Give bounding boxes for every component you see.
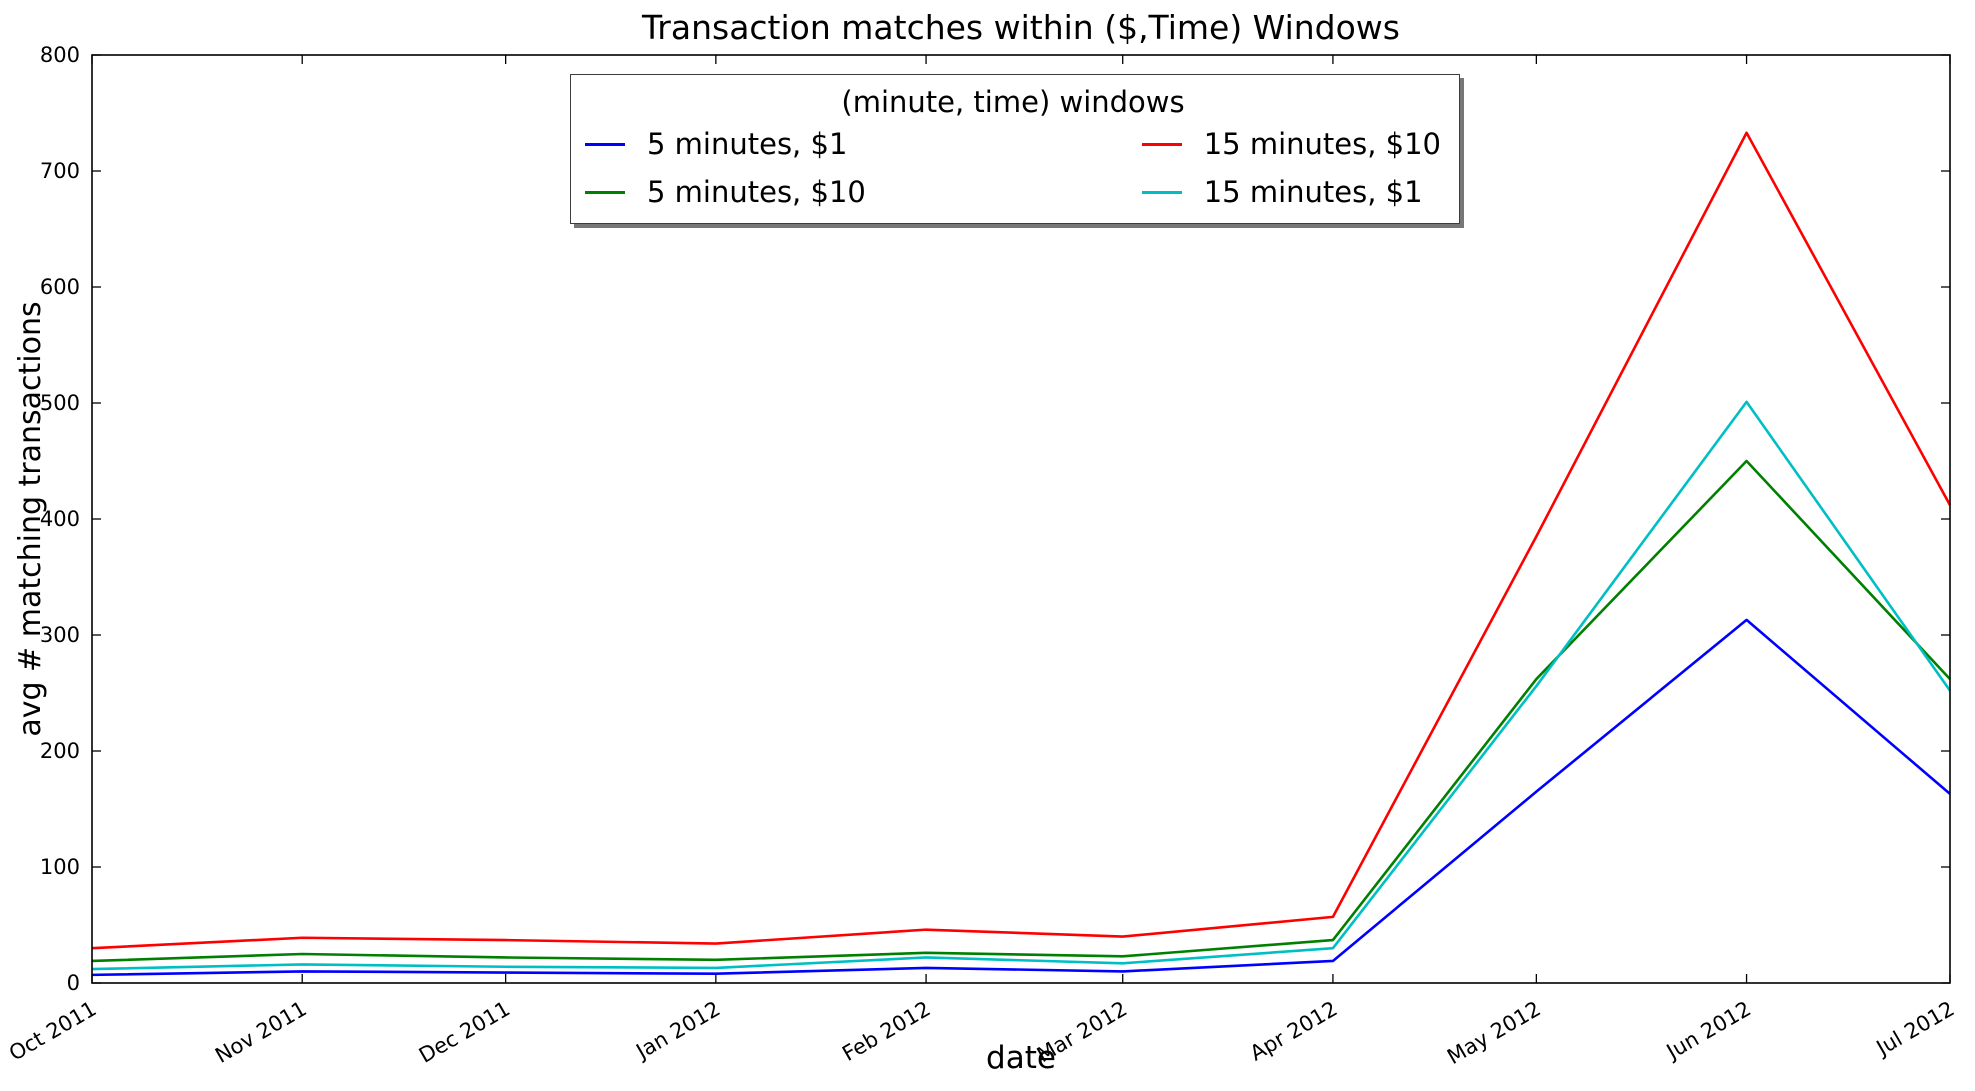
- y-tick-label: 0: [67, 971, 80, 995]
- legend-line-swatch: [1141, 190, 1182, 194]
- legend-line-swatch: [1141, 142, 1182, 146]
- legend-line-swatch: [585, 190, 625, 194]
- series-line-3: [91, 400, 1952, 971]
- legend-line-swatch: [585, 142, 625, 146]
- y-tick-label: 800: [40, 43, 80, 67]
- y-tick-label: 400: [40, 507, 80, 531]
- y-tick-label: 700: [40, 159, 80, 183]
- legend-item-label: 5 minutes, $10: [647, 175, 866, 209]
- legend-box: (minute, time) windows 5 minutes, $1 5 m…: [570, 74, 1460, 224]
- y-tick-label: 200: [40, 739, 80, 763]
- x-tick-label: Oct 2011: [5, 997, 101, 1066]
- legend-item: 15 minutes, $10: [1141, 127, 1441, 161]
- legend-title: (minute, time) windows: [841, 85, 1185, 119]
- legend-item: 5 minutes, $10: [585, 175, 866, 209]
- series-line-1: [91, 459, 1951, 963]
- legend-item: 15 minutes, $1: [1141, 175, 1441, 209]
- series-line-0: [91, 618, 1951, 977]
- x-axis-label: date: [986, 1040, 1056, 1076]
- legend-item-label: 15 minutes, $10: [1203, 127, 1441, 161]
- series-line-2: [91, 131, 1952, 950]
- legend-item-label: 15 minutes, $1: [1203, 175, 1423, 209]
- legend-item: 5 minutes, $1: [585, 127, 866, 161]
- chart-title: Transaction matches within ($,Time) Wind…: [641, 8, 1400, 47]
- y-tick-label: 300: [40, 623, 80, 647]
- legend-item-label: 5 minutes, $1: [647, 127, 848, 161]
- y-tick-label: 100: [40, 855, 80, 879]
- y-tick-label: 500: [40, 391, 80, 415]
- legend-grid: 5 minutes, $1 5 minutes, $10 15 minutes,…: [585, 127, 1441, 209]
- y-tick-label: 600: [40, 275, 80, 299]
